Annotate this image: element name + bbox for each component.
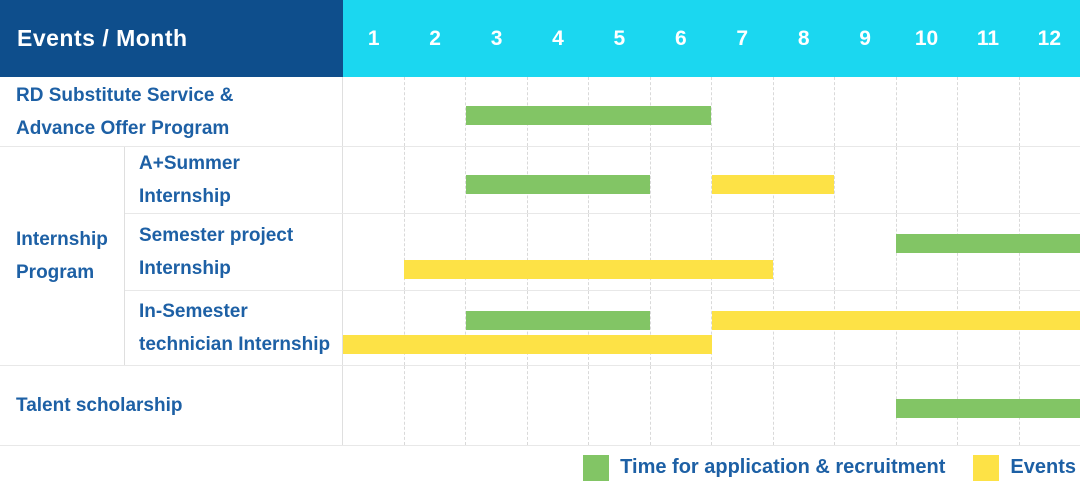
month-column [588,366,650,445]
month-grid [343,291,1080,365]
month-header-cell: 7 [736,26,749,50]
recruitment-bar [895,234,1080,253]
legend: Time for application & recruitment Event… [0,441,1076,494]
month-column [343,77,404,146]
month-header-cell: 12 [1037,26,1062,50]
legend-label-events: Events [1010,456,1076,478]
row-label-cell: In-Semester technician Internship [125,291,343,365]
legend-swatch-recruitment [583,454,610,481]
gantt-body: RD Substitute Service & Advance Offer Pro… [0,77,1080,446]
table-row: RD Substitute Service & Advance Offer Pro… [0,77,1080,147]
month-column [895,147,958,213]
month-column [343,147,404,213]
month-column [649,366,712,445]
events-bar [343,335,712,354]
table-row: Semester project Internship [125,214,1080,291]
table-row: A+Summer Internship [125,147,1080,214]
month-column [1018,147,1080,213]
legend-swatch-events [973,454,1000,481]
month-column [465,77,527,146]
month-header-row: 1 2 3 4 5 6 7 8 9 10 11 12 [343,0,1080,77]
month-column [465,147,527,213]
row-label-cell: Talent scholarship [0,366,343,445]
month-column [465,366,527,445]
month-header-cell: 5 [613,26,626,50]
events-bar [404,260,773,279]
month-header-cell: 1 [367,26,380,50]
row-label-cell: A+Summer Internship [125,147,343,213]
month-column [343,214,404,290]
month-header-cell: 10 [914,26,939,50]
month-column [465,291,527,365]
month-column [403,77,466,146]
month-column [1018,77,1080,146]
group-band: Internship Program A+Summer Internship Semes… [0,147,1080,366]
month-column [895,77,958,146]
month-column [711,147,773,213]
table-row: In-Semester technician Internship [125,291,1080,365]
month-column [957,77,1019,146]
month-column [343,366,404,445]
month-header-cell: 2 [429,26,441,50]
row-label-cell: Semester project Internship [125,214,343,290]
table-row: Talent scholarship [0,366,1080,446]
month-grid [343,147,1080,213]
month-column [711,291,773,365]
month-column [711,366,773,445]
table-header: Events / Month 1 2 3 4 5 6 7 8 9 10 11 12 [0,0,1080,77]
month-column [403,147,466,213]
month-column [588,214,650,290]
month-column [711,214,773,290]
month-header-cell: 6 [674,26,687,50]
month-grid [343,77,1080,146]
month-column [711,77,773,146]
month-grid [343,214,1080,290]
month-header-cell: 11 [976,26,1000,50]
month-header-cell: 4 [552,26,564,50]
month-header-cell: 8 [797,26,810,50]
month-column [649,214,712,290]
events-month-header: Events / Month [0,0,343,77]
month-header-cell: 9 [859,26,871,50]
month-column [772,214,835,290]
month-column [526,366,589,445]
row-label-cell: RD Substitute Service & Advance Offer Pro… [0,77,343,146]
month-column [649,147,712,213]
month-column [403,291,466,365]
recruitment-bar [465,175,651,194]
group-rows: A+Summer Internship Semester project Intern… [125,147,1080,365]
recruitment-bar [465,311,651,330]
month-column [834,77,896,146]
month-column [957,147,1019,213]
month-column [772,77,835,146]
month-column [834,147,896,213]
month-grid [343,366,1080,445]
group-label-cell: Internship Program [0,147,125,365]
month-header-cell: 3 [490,26,503,50]
legend-label-recruitment: Time for application & recruitment [620,456,946,478]
recruitment-bar [895,399,1080,418]
month-column [772,366,835,445]
month-column [403,366,466,445]
events-bar [711,175,835,194]
month-column [465,214,527,290]
recruitment-bar [465,106,712,125]
month-column [834,214,896,290]
month-column [834,366,896,445]
month-column [526,214,589,290]
month-column [403,214,466,290]
events-bar [711,311,1080,330]
